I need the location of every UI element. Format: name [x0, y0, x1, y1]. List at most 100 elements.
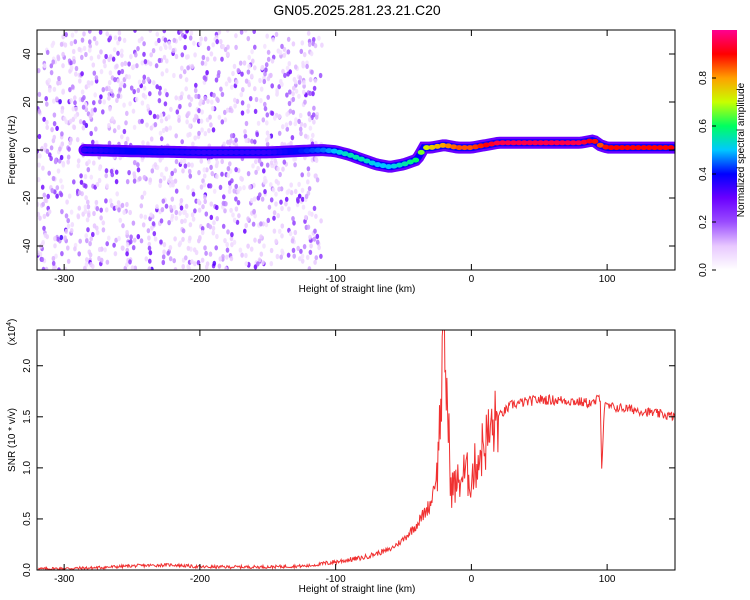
- ridge-cell: [330, 148, 338, 154]
- spectrogram-cell: [269, 247, 274, 254]
- spectrogram-cell: [190, 259, 194, 265]
- colorbar-tick-label: 0.0: [698, 263, 709, 277]
- spectrogram-cell: [180, 52, 185, 58]
- spectrogram-cell: [305, 254, 310, 260]
- spectrogram-cell: [184, 86, 188, 92]
- spectrogram-cell: [149, 52, 153, 58]
- spectrogram-cell: [159, 118, 164, 124]
- ridge-cell: [537, 140, 545, 146]
- spectrogram-cell: [243, 129, 247, 135]
- spectrogram-cell: [308, 125, 313, 131]
- spectrogram-cell: [206, 45, 211, 51]
- spectrogram-cell: [154, 40, 158, 47]
- ridge-cell: [303, 148, 311, 154]
- spectrogram-cell: [246, 243, 250, 249]
- spectrogram-cell: [314, 157, 319, 163]
- ridge-cell: [379, 163, 387, 169]
- spectrogram-cell: [93, 107, 97, 113]
- spectrogram-cell: [132, 124, 137, 130]
- spectrogram-cell: [210, 171, 215, 177]
- ridge-cell: [91, 147, 99, 153]
- ridge-cell: [336, 149, 344, 155]
- spectrogram-cell: [125, 242, 130, 248]
- spectrogram-cell: [269, 72, 273, 78]
- spectrogram-cell: [47, 87, 52, 93]
- spectrogram-cell: [65, 199, 69, 205]
- spectrogram-cell: [173, 267, 178, 270]
- ridge-cell: [651, 145, 659, 151]
- spectrogram-cell: [214, 77, 219, 83]
- spectrogram-cell: [93, 92, 97, 98]
- spectrogram-cell: [184, 203, 189, 209]
- spectrogram-cell: [125, 201, 129, 208]
- spectrogram-cell: [148, 250, 153, 256]
- ridge-cell: [417, 149, 425, 155]
- spectrogram-cell: [98, 30, 103, 35]
- spectrogram-cell: [116, 93, 121, 99]
- spectrogram-cell: [62, 116, 67, 122]
- spectrogram-cell: [157, 57, 162, 64]
- spectrogram-cell: [286, 36, 291, 42]
- spectrogram-cell: [191, 191, 196, 197]
- spectrogram-cell: [234, 183, 238, 189]
- spectrogram-cell: [253, 44, 257, 50]
- spectrogram-cell: [271, 187, 276, 193]
- spectrogram-cell: [311, 132, 315, 138]
- spectrogram-cell: [216, 73, 221, 79]
- spectrogram-cell: [263, 43, 267, 49]
- spectrogram-cell: [141, 140, 145, 146]
- spectrogram-cell: [83, 174, 88, 180]
- spectrogram-cell: [99, 215, 103, 221]
- spectrogram-cell: [198, 41, 202, 47]
- spectrogram-cell: [52, 112, 57, 118]
- spectrogram-cell: [282, 52, 287, 58]
- spectrogram-cell: [230, 232, 234, 238]
- spectrogram-cell: [77, 190, 82, 196]
- spectrogram-cell: [185, 119, 189, 125]
- spectrogram-cell: [228, 184, 232, 190]
- spectrogram-cell: [225, 107, 230, 113]
- spectrogram-cell: [45, 124, 49, 130]
- spectrogram-cell: [52, 134, 57, 140]
- spectrogram-cell: [152, 231, 157, 237]
- spectrogram-cell: [233, 97, 237, 103]
- ridge-cell: [602, 144, 610, 150]
- spectrogram-cell: [38, 215, 42, 221]
- spectrogram-cell: [120, 202, 125, 208]
- spectrogram-cell: [155, 204, 159, 210]
- spectrogram-cell: [125, 229, 129, 236]
- spectrogram-cell: [154, 63, 159, 69]
- spectrogram-cell: [187, 168, 192, 175]
- spectrogram-cell: [232, 188, 237, 194]
- snr-x-tick-label: 100: [599, 574, 616, 585]
- spectrogram-cell: [207, 159, 211, 165]
- spectrogram-cell: [263, 101, 267, 107]
- spectrogram-cell: [187, 162, 191, 168]
- snr-frame: [36, 329, 676, 571]
- spectrogram-cell: [199, 184, 204, 190]
- spectrogram-cell: [148, 61, 153, 67]
- spectrogram-cell: [163, 37, 168, 43]
- spectrogram-cell: [37, 133, 42, 140]
- spectrogram-cell: [90, 80, 94, 86]
- spectrogram-cell: [174, 53, 179, 60]
- spectrogram-cell: [138, 176, 142, 182]
- ridge-cell: [211, 149, 219, 155]
- spectrogram-cell: [277, 186, 281, 192]
- spectrogram-cell: [120, 52, 124, 58]
- ridge-cell: [385, 164, 393, 170]
- spectrogram-cell: [83, 208, 88, 215]
- spectrogram-cell: [288, 69, 293, 75]
- spectrogram-cell: [254, 96, 259, 103]
- spectrogram-cell: [188, 35, 193, 41]
- spectrogram-cell: [92, 210, 96, 217]
- spectrogram-cell: [112, 128, 117, 134]
- snr-x-tick-label: -300: [54, 574, 74, 585]
- spectrogram-cell: [286, 49, 291, 55]
- spectrogram-cell: [261, 260, 265, 266]
- spectrogram-cell: [142, 78, 146, 85]
- ridge-cell: [86, 147, 94, 153]
- spectrogram-cell: [140, 194, 144, 200]
- spectrogram-cell: [254, 159, 258, 165]
- spectrogram-cell: [75, 137, 80, 143]
